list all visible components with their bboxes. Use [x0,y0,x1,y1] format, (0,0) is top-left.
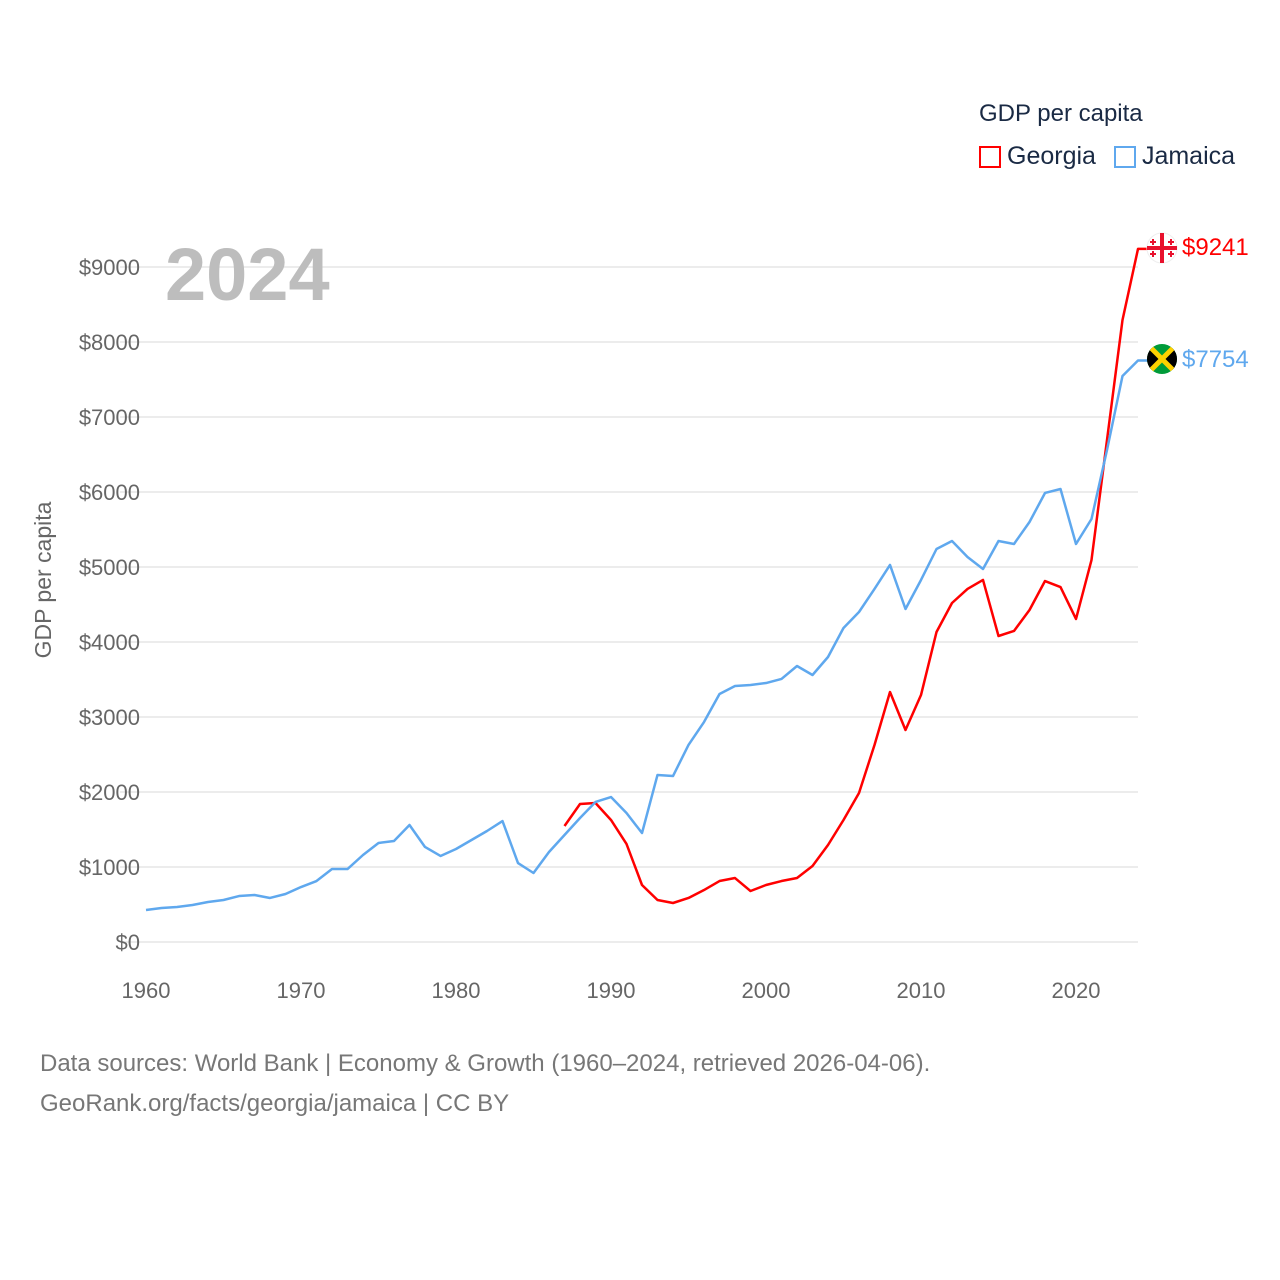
footer: Data sources: World Bank | Economy & Gro… [40,1044,930,1124]
y-tick-label: $8000 [79,330,140,355]
y-tick-label: $0 [116,930,140,955]
series-line-jamaica [145,359,1148,912]
series-line-georgia [563,247,1148,905]
georgia-flag-icon [1146,232,1178,264]
x-tick-label: 2010 [897,978,946,1003]
y-tick-label: $4000 [79,630,140,655]
y-tick-label: $3000 [79,705,140,730]
y-tick-label: $1000 [79,855,140,880]
legend-label: Jamaica [1141,142,1236,170]
x-tick-label: 1990 [587,978,636,1003]
y-axis-ticks: $0 $1000 $2000 $3000 $4000 $5000 $6000 $7000 $80… [79,255,140,955]
y-axis-label: GDP per capita [30,501,56,658]
jamaica-flag-icon [1147,344,1177,374]
legend-title: GDP per capita [979,100,1143,127]
x-tick-label: 2020 [1052,978,1101,1003]
attribution-link[interactable]: GeoRank.org/facts/georgia/jamaica | CC B… [40,1090,510,1117]
gridlines [120,266,1138,943]
x-axis-ticks: 1960 1970 1980 1990 2000 2010 2020 [122,978,1101,1003]
x-tick-label: 1980 [432,978,481,1003]
jamaica-end-label: $7754 [1182,346,1249,373]
y-tick-label: $5000 [79,555,140,580]
series-lines [145,247,1148,912]
y-tick-label: $2000 [79,780,140,805]
y-tick-label: $7000 [79,405,140,430]
legend-swatch-jamaica [1113,145,1136,168]
year-watermark: 2024 [165,233,330,316]
x-tick-label: 1960 [122,978,171,1003]
georgia-end-label: $9241 [1182,234,1249,261]
x-tick-label: 1970 [277,978,326,1003]
data-sources: Data sources: World Bank | Economy & Gro… [40,1050,931,1077]
legend-swatch-georgia [979,145,1001,168]
legend-item-jamaica[interactable]: Jamaica [1113,142,1236,171]
y-tick-label: $6000 [79,480,140,505]
legend: Georgia Jamaica [979,142,1235,171]
x-tick-label: 2000 [742,978,791,1003]
legend-item-georgia[interactable]: Georgia [979,142,1096,171]
y-tick-label: $9000 [79,255,140,280]
legend-label: Georgia [1007,142,1096,170]
